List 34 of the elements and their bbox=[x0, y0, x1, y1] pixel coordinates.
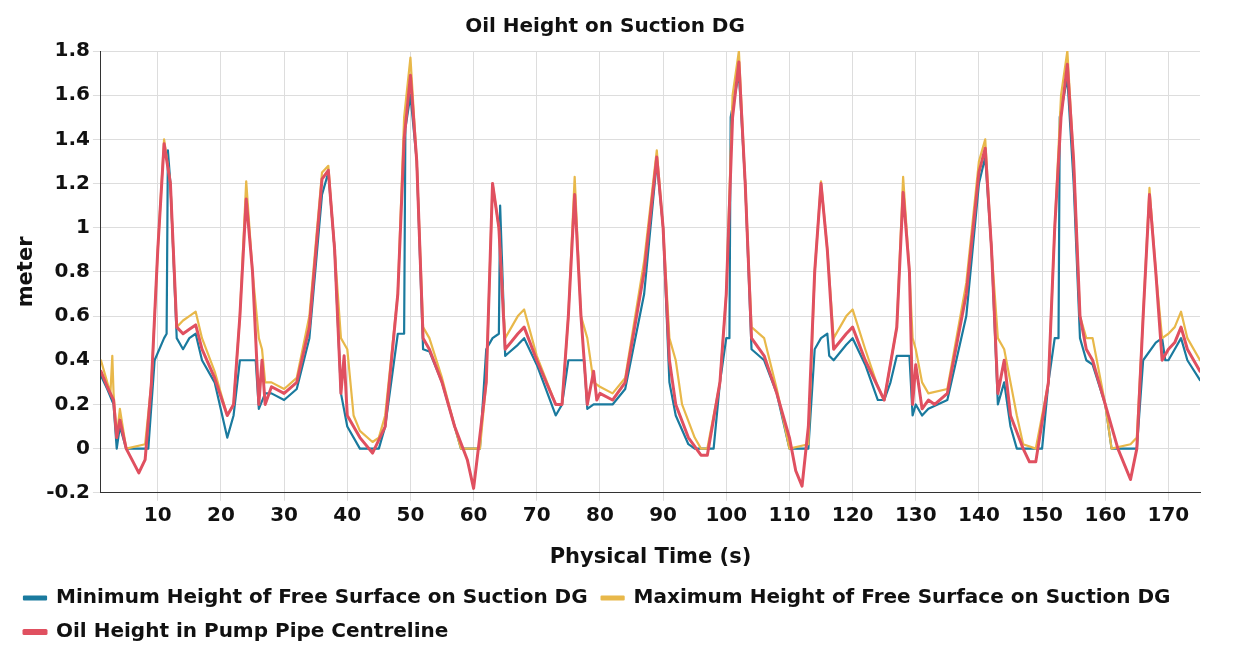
y-tick-label: 0.2 bbox=[54, 390, 90, 415]
y-tick-label: 0.8 bbox=[54, 258, 90, 283]
y-tick-label: 1.2 bbox=[54, 169, 90, 194]
x-tick-label: 150 bbox=[1021, 502, 1063, 526]
y-tick-label: 1.4 bbox=[54, 125, 90, 150]
legend-label: Oil Height in Pump Pipe Centreline bbox=[56, 618, 449, 643]
x-tick-label: 100 bbox=[705, 502, 748, 526]
x-tick-label: 50 bbox=[396, 502, 425, 526]
x-tick-label: 40 bbox=[333, 502, 362, 526]
legend-label: Minimum Height of Free Surface on Suction DG bbox=[56, 584, 588, 609]
x-tick-label: 130 bbox=[894, 502, 937, 526]
x-tick-label: 70 bbox=[522, 502, 551, 526]
x-tick-label: 20 bbox=[207, 502, 235, 526]
y-tick-label: 0.4 bbox=[54, 346, 90, 371]
x-tick-label: 10 bbox=[143, 502, 172, 526]
y-tick-label: 0 bbox=[76, 434, 90, 459]
x-tick-label: 140 bbox=[958, 502, 1000, 526]
chart-title: Oil Height on Suction DG bbox=[465, 13, 745, 38]
x-tick-label: 110 bbox=[768, 502, 811, 526]
x-axis-title: Physical Time (s) bbox=[549, 543, 752, 568]
y-tick-label: 1 bbox=[76, 213, 90, 238]
y-tick-label: -0.2 bbox=[46, 479, 90, 503]
x-tick-label: 80 bbox=[586, 502, 614, 526]
x-tick-label: 160 bbox=[1084, 502, 1127, 526]
x-tick-label: 170 bbox=[1147, 502, 1190, 526]
x-tick-label: 120 bbox=[831, 502, 874, 526]
y-axis-title: meter bbox=[13, 235, 38, 308]
y-tick-label: 1.8 bbox=[54, 37, 90, 62]
y-tick-label: 0.6 bbox=[54, 302, 90, 327]
y-tick-label: 1.6 bbox=[54, 81, 90, 106]
x-tick-label: 30 bbox=[270, 502, 299, 526]
x-tick-label: 60 bbox=[459, 502, 488, 526]
x-tick-label: 90 bbox=[649, 502, 678, 526]
legend-label: Maximum Height of Free Surface on Suction DG bbox=[633, 584, 1171, 609]
